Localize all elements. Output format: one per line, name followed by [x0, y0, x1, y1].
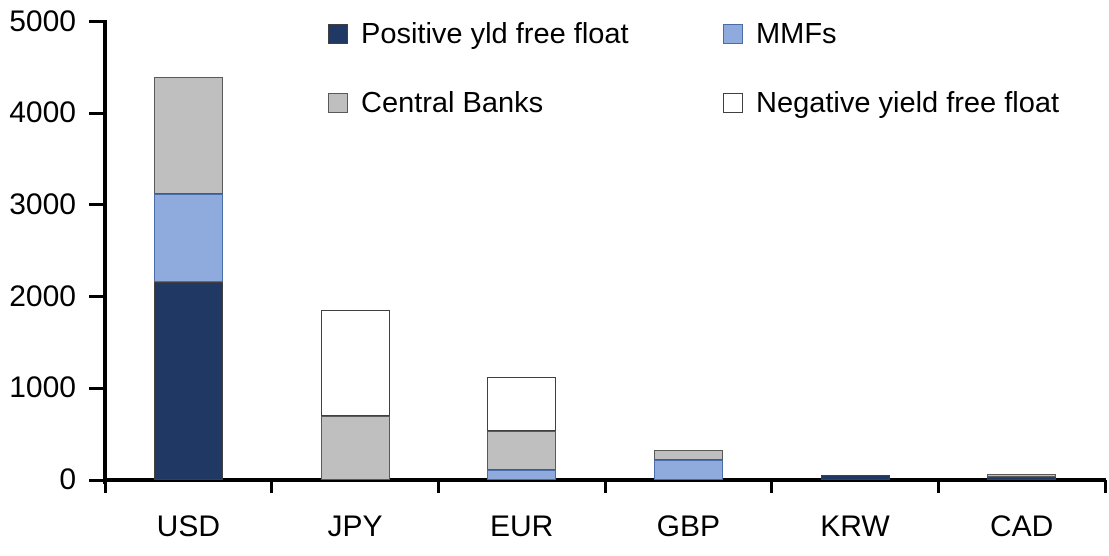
- bar-krw: [820, 22, 890, 480]
- bar-cad-segment-central-banks: [987, 474, 1057, 477]
- bar-usd-segment-positive-yld-free-float: [153, 281, 223, 480]
- bar-eur-segment-central-banks: [487, 430, 557, 470]
- bar-jpy-segment-negative-yield-free-float: [320, 310, 390, 416]
- legend-item-negative-yield-free-float: Negative yield free float: [723, 86, 1060, 119]
- bar-gbp-segment-mmfs: [653, 459, 723, 480]
- y-tick: [89, 295, 104, 299]
- y-tick-label: 0: [59, 463, 76, 496]
- y-tick-label: 1000: [9, 371, 76, 405]
- bar-cad: [987, 22, 1057, 480]
- legend-label-mmfs: MMFs: [756, 17, 837, 50]
- legend-label-negative-yield-free-float: Negative yield free float: [756, 86, 1060, 119]
- y-tick: [89, 386, 104, 390]
- legend-swatch-negative-yield-free-float: [723, 93, 743, 113]
- x-axis-label-usd: USD: [156, 510, 220, 543]
- x-axis-label-eur: EUR: [489, 510, 554, 543]
- y-tick: [89, 20, 104, 23]
- bar-cad-segment-positive-yld-free-float: [987, 476, 1057, 480]
- x-axis-label-cad: CAD: [989, 510, 1054, 543]
- bar-eur: [487, 22, 557, 480]
- bar-eur-segment-negative-yield-free-float: [487, 377, 557, 431]
- y-tick: [89, 203, 104, 207]
- bar-gbp-segment-central-banks: [653, 449, 723, 460]
- y-tick: [89, 478, 104, 482]
- legend-swatch-central-banks: [328, 93, 348, 113]
- x-axis-label-krw: KRW: [820, 510, 890, 543]
- bar-jpy: [320, 22, 390, 480]
- bar-usd-segment-mmfs: [153, 193, 223, 282]
- legend-swatch-positive-yld-free-float: [328, 24, 348, 44]
- bar-usd-segment-central-banks: [153, 77, 223, 194]
- x-tick: [103, 480, 107, 493]
- legend-swatch-mmfs: [723, 24, 743, 44]
- x-tick: [603, 480, 607, 493]
- y-tick: [89, 111, 104, 115]
- bar-gbp: [653, 22, 723, 480]
- x-tick: [436, 480, 440, 493]
- y-tick-label: 3000: [9, 187, 76, 221]
- legend-item-positive-yld-free-float: Positive yld free float: [328, 17, 629, 50]
- legend-label-positive-yld-free-float: Positive yld free float: [361, 17, 629, 50]
- bar-jpy-segment-central-banks: [320, 415, 390, 480]
- x-tick: [936, 480, 940, 493]
- legend-item-mmfs: MMFs: [723, 17, 837, 50]
- bar-eur-segment-mmfs: [487, 469, 557, 480]
- y-axis-line: [103, 20, 107, 484]
- x-tick: [1103, 480, 1107, 493]
- legend-label-central-banks: Central Banks: [361, 86, 544, 119]
- y-tick-label: 4000: [9, 96, 76, 130]
- x-tick: [270, 480, 274, 493]
- x-tick: [770, 480, 774, 493]
- x-axis-label-jpy: JPY: [327, 510, 383, 543]
- x-axis-label-gbp: GBP: [656, 510, 720, 543]
- bar-krw-segment-positive-yld-free-float: [820, 475, 890, 480]
- y-tick-label: 2000: [9, 279, 76, 313]
- legend-item-central-banks: Central Banks: [328, 86, 544, 119]
- y-tick-label: 5000: [9, 4, 76, 38]
- bar-usd: [153, 22, 223, 480]
